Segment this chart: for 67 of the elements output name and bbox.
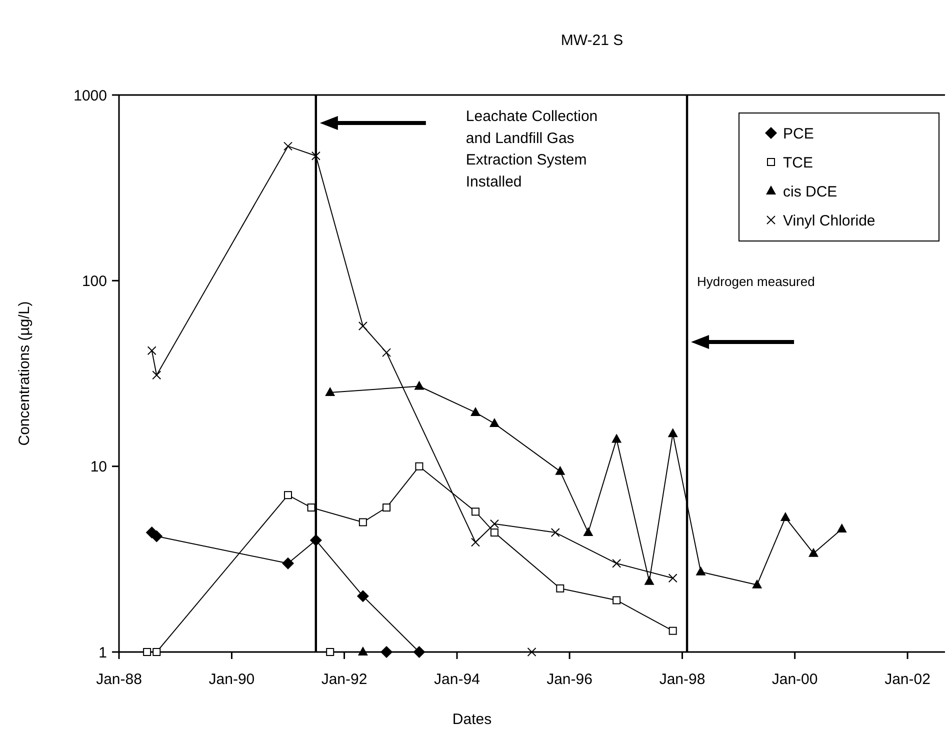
point — [668, 428, 678, 438]
point — [143, 648, 152, 656]
point — [382, 348, 392, 358]
point — [413, 646, 426, 658]
point — [752, 579, 762, 588]
y-tick-label: 1 — [98, 644, 107, 662]
x-tick-label: Jan-02 — [884, 671, 930, 688]
y-axis-title: Concentrations (µg/L) — [16, 301, 33, 446]
point — [780, 512, 790, 522]
point — [612, 434, 622, 443]
x-tick-label: Jan-96 — [546, 671, 592, 688]
point — [152, 648, 161, 656]
point — [284, 491, 292, 500]
point — [470, 538, 480, 547]
point — [310, 534, 322, 546]
point — [836, 523, 847, 532]
point — [358, 518, 367, 526]
x-tick-label: Jan-88 — [96, 671, 142, 688]
point — [356, 590, 369, 602]
point — [527, 648, 536, 656]
legend-label: cis DCE — [783, 183, 838, 200]
point — [150, 530, 163, 542]
point — [382, 504, 391, 512]
point — [307, 504, 316, 512]
point — [612, 558, 622, 568]
point — [282, 557, 294, 570]
x-tick-label: Jan-00 — [772, 671, 818, 688]
point — [550, 528, 560, 538]
x-tick-label: Jan-90 — [208, 671, 255, 688]
point — [470, 406, 480, 416]
x-tick-label: Jan-98 — [659, 671, 706, 688]
ref-line-label: Hydrogen measured — [697, 274, 815, 289]
point — [490, 519, 499, 528]
point — [489, 418, 500, 428]
legend-label: Vinyl Chloride — [783, 212, 876, 230]
x-axis-title: Dates — [452, 711, 492, 728]
point — [668, 574, 678, 583]
legend-label: PCE — [783, 125, 814, 142]
point — [583, 527, 594, 536]
x-tick-label: Jan-94 — [434, 671, 480, 688]
point — [326, 648, 334, 656]
point — [555, 466, 566, 475]
point — [147, 346, 156, 356]
point — [415, 462, 424, 470]
y-tick-label: 10 — [90, 458, 107, 476]
point — [471, 508, 480, 516]
point — [696, 566, 706, 576]
point — [668, 626, 677, 635]
chart-title: MW-21 S — [560, 32, 624, 49]
point — [414, 380, 424, 390]
point — [311, 151, 320, 160]
y-tick-label: 100 — [82, 272, 107, 290]
point — [283, 142, 292, 151]
x-tick-label: Jan-92 — [321, 671, 368, 688]
point — [808, 548, 818, 557]
point — [490, 528, 498, 537]
annotation: Leachate Collection and Landfill Gas Extraction System Installed — [466, 108, 598, 190]
point — [644, 576, 654, 585]
point — [612, 596, 621, 604]
point — [358, 321, 368, 330]
point — [556, 584, 564, 592]
point — [358, 646, 368, 656]
point — [380, 646, 393, 658]
point — [325, 386, 336, 396]
point — [152, 370, 162, 380]
legend-label: TCE — [783, 154, 813, 172]
y-tick-label: 1000 — [74, 87, 107, 104]
